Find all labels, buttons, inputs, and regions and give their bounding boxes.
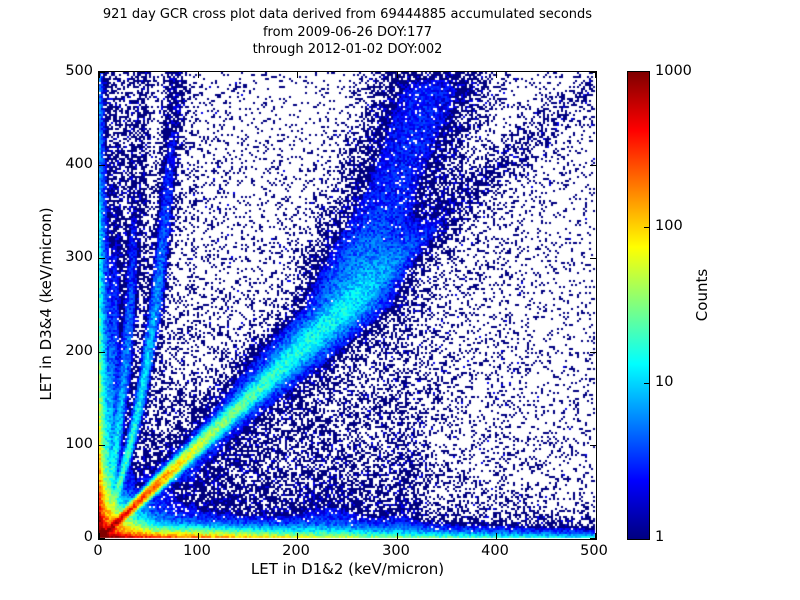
x-tick-label-400: 400: [481, 543, 509, 559]
y-tick-mark-right-200: [590, 352, 596, 353]
y-tick-label-0: 0: [83, 529, 93, 545]
x-tick-mark-100: [198, 533, 199, 539]
x-tick-mark-300: [397, 533, 398, 539]
y-tick-label-300: 300: [65, 249, 93, 265]
x-tick-mark-400: [496, 533, 497, 539]
y-tick-mark-0: [99, 538, 105, 539]
y-tick-mark-500: [99, 72, 105, 73]
colorbar: [627, 71, 650, 540]
y-tick-mark-200: [99, 352, 105, 353]
y-tick-mark-right-100: [590, 445, 596, 446]
y-tick-label-400: 400: [65, 156, 93, 172]
x-tick-label-0: 0: [93, 543, 103, 559]
y-tick-label-100: 100: [65, 436, 93, 452]
x-tick-mark-top-400: [496, 72, 497, 78]
chart-title: 921 day GCR cross plot data derived from…: [98, 6, 597, 59]
y-tick-mark-right-500: [590, 72, 596, 73]
x-tick-mark-200: [297, 533, 298, 539]
y-tick-mark-right-300: [590, 258, 596, 259]
x-axis-label: LET in D1&2 (keV/micron): [250, 560, 445, 578]
y-axis-label: LET in D3&4 (keV/micron): [37, 207, 55, 401]
x-tick-mark-top-100: [198, 72, 199, 78]
title-line-3: through 2012-01-02 DOY:002: [252, 42, 443, 57]
colorbar-tick-label-10: 10: [655, 374, 674, 390]
x-tick-label-500: 500: [580, 543, 608, 559]
colorbar-tick-label-1000: 1000: [655, 63, 692, 79]
colorbar-tick-mark-10: [644, 383, 649, 384]
x-tick-mark-top-300: [397, 72, 398, 78]
x-tick-label-100: 100: [183, 543, 211, 559]
y-tick-label-200: 200: [65, 343, 93, 359]
title-line-2: from 2009-06-26 DOY:177: [262, 24, 432, 40]
x-tick-mark-top-500: [595, 72, 596, 78]
x-tick-mark-top-0: [99, 72, 100, 78]
x-tick-mark-top-200: [297, 72, 298, 78]
x-tick-label-200: 200: [282, 543, 310, 559]
y-tick-mark-right-400: [590, 165, 596, 166]
x-tick-mark-0: [99, 533, 100, 539]
colorbar-gradient: [628, 72, 649, 539]
x-tick-mark-500: [595, 533, 596, 539]
colorbar-tick-mark-100: [644, 227, 649, 228]
y-tick-mark-300: [99, 258, 105, 259]
y-tick-mark-right-0: [590, 538, 596, 539]
y-tick-mark-100: [99, 445, 105, 446]
plot-area: [98, 71, 597, 540]
y-tick-mark-400: [99, 165, 105, 166]
x-tick-label-300: 300: [382, 543, 410, 559]
colorbar-tick-label-100: 100: [655, 218, 683, 234]
heatmap-canvas: [99, 72, 596, 539]
colorbar-label: Counts: [693, 268, 711, 322]
y-tick-label-500: 500: [65, 63, 93, 79]
title-line-1: 921 day GCR cross plot data derived from…: [102, 7, 593, 22]
colorbar-tick-label-1: 1: [655, 529, 665, 545]
